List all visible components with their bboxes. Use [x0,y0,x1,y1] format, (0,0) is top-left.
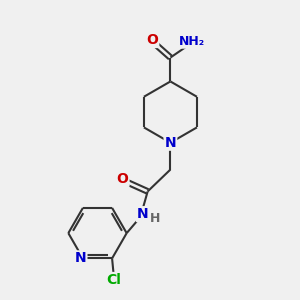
Text: O: O [146,33,158,47]
Text: N: N [75,251,86,266]
Text: Cl: Cl [106,273,121,287]
Text: H: H [150,212,161,225]
Text: NH₂: NH₂ [179,35,206,48]
Text: N: N [165,136,176,150]
Text: O: O [117,172,128,186]
Text: N: N [137,207,148,221]
